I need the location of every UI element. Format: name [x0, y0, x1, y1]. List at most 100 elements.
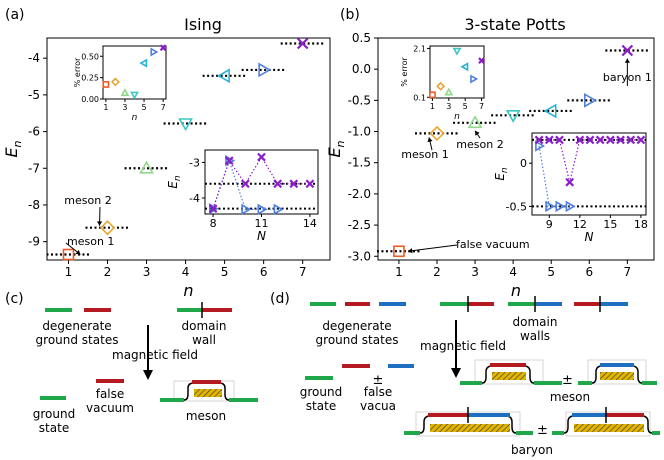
inset-y-tick-label: 0 — [520, 157, 527, 170]
false-vacuum-annot-label: false vacuum — [456, 238, 530, 251]
false-vacuum-annot-arrowhead — [407, 248, 413, 254]
field-label: magnetic field — [112, 348, 198, 362]
inset-point-n2 — [436, 81, 446, 91]
y-tick-label: -2.5 — [348, 218, 371, 232]
inset-x-tick-label: 5 — [141, 103, 146, 112]
inset-point-n6 — [470, 74, 479, 84]
d-meson-label: meson — [550, 390, 590, 404]
y-axis-label-sub: n — [11, 140, 24, 147]
inset-series-point — [585, 135, 595, 145]
inset-series-point — [241, 203, 252, 216]
y-tick-label: 0.0 — [352, 62, 371, 76]
inset-series-point — [257, 203, 268, 216]
inset-x-label: N — [257, 229, 266, 243]
inset-y-tick-label: -0.5 — [506, 200, 527, 213]
inset-series-point — [305, 179, 315, 189]
inset-series-point — [565, 200, 576, 213]
y-tick-label: 0.5 — [352, 31, 371, 45]
false-vacuum-annot-arrow — [407, 244, 458, 252]
inset-y-label: En — [493, 167, 510, 181]
panel-a-title: Ising — [184, 15, 222, 34]
y-tick-label: -4 — [28, 51, 40, 65]
domain-wall-label: domain wall — [182, 319, 227, 347]
panel-d-letter: (d) — [270, 291, 290, 307]
y-tick-label: -8 — [28, 198, 40, 212]
y-tick-label: -1.5 — [348, 156, 371, 170]
inset-y-tick-label: 0.25 — [81, 74, 99, 83]
plot-frame — [46, 37, 331, 261]
inset-y-label-sub: n — [173, 175, 183, 181]
data-point-n4 — [505, 110, 521, 123]
y-tick-label: -1.0 — [348, 125, 371, 139]
inset-y-tick-label: 2.1 — [413, 44, 426, 53]
data-point-n1 — [62, 248, 75, 261]
inset-frame — [102, 45, 167, 100]
x-tick-label: 1 — [395, 265, 403, 279]
inset-x-tick-label: 18 — [634, 218, 648, 231]
data-point-n6 — [258, 62, 272, 78]
inset-y-label-main: E — [493, 173, 507, 181]
inset-point-n4 — [452, 47, 462, 56]
inset-x-tick-label: 1 — [430, 102, 435, 111]
inset-series-point — [289, 179, 299, 189]
inset-point-n3 — [120, 88, 130, 97]
y-tick-label: -5 — [28, 88, 40, 102]
d-false-vacua-label: false vacua — [360, 385, 396, 413]
panel-c-letter: (c) — [5, 291, 24, 307]
x-tick-label: 6 — [585, 265, 593, 279]
plot-frame — [377, 37, 655, 261]
panel-d-schematic: degenerate ground states domain walls magn… — [300, 296, 660, 457]
inset-series-point — [208, 204, 218, 214]
inset-y-label-sub: n — [500, 167, 510, 173]
inset-x-tick-label: 3 — [446, 102, 451, 111]
meson-label: meson — [186, 409, 226, 423]
d-pm-2: ± — [562, 373, 573, 388]
inset-series-point — [209, 202, 220, 215]
inset-series-point — [616, 135, 625, 145]
x-tick-label: 5 — [221, 265, 229, 279]
d-meson-red — [460, 359, 562, 385]
inset-series-point — [565, 177, 575, 187]
inset-series-point — [575, 135, 585, 145]
x-tick-label: 1 — [65, 265, 73, 279]
inset-x-tick-label: 3 — [122, 103, 127, 112]
data-point-n1 — [393, 245, 405, 258]
potts-chart: 1 2 3 4 5 6 7-3.0-2.5-2.0-1.5-1.0-0.50.00.5nEn… — [325, 31, 655, 300]
inset-series-point — [534, 135, 544, 145]
inset-x-tick-label: 7 — [479, 102, 484, 111]
data-point-n3 — [467, 115, 483, 129]
inset-series-point — [535, 140, 546, 152]
inset-x-tick-label: 7 — [161, 103, 166, 112]
inset-y-tick-label: 0.1 — [413, 93, 426, 102]
meson-1-annot-label: meson 1 — [67, 235, 114, 248]
panel-b-letter: (b) — [340, 7, 360, 23]
meson-2-annot-arrowhead — [97, 221, 103, 226]
d-degenerate-label: degenerate ground states — [316, 319, 399, 347]
inset-series-point — [257, 152, 266, 162]
d-meson-blue — [578, 359, 657, 385]
d-baryon-2 — [552, 407, 660, 437]
inset-x-tick-label: 11 — [255, 217, 269, 230]
inset-y-label: En — [166, 175, 183, 189]
x-axis-label: n — [511, 281, 521, 300]
inset-series-point — [225, 154, 236, 167]
x-tick-label: 3 — [471, 265, 479, 279]
d-field-label: magnetic field — [420, 339, 506, 353]
x-tick-label: 5 — [547, 265, 555, 279]
inset-x-label: N — [585, 230, 594, 244]
data-point-n5 — [216, 68, 230, 84]
inset-point-n4 — [130, 91, 139, 100]
inset-series-point — [273, 179, 283, 189]
y-axis-label-main: E — [2, 147, 21, 158]
meson-1-annot-label: meson 1 — [401, 148, 448, 161]
data-point-n2 — [429, 125, 445, 142]
x-tick-label: 7 — [299, 265, 307, 279]
y-axis-label-main: E — [325, 147, 344, 158]
x-axis-label: n — [183, 281, 193, 300]
d-baryon-label: baryon — [511, 443, 553, 457]
inset-y-tick-label: 0.50 — [81, 52, 99, 61]
baryon-1-annot-label: baryon 1 — [603, 71, 652, 84]
inset-frame — [531, 132, 647, 216]
